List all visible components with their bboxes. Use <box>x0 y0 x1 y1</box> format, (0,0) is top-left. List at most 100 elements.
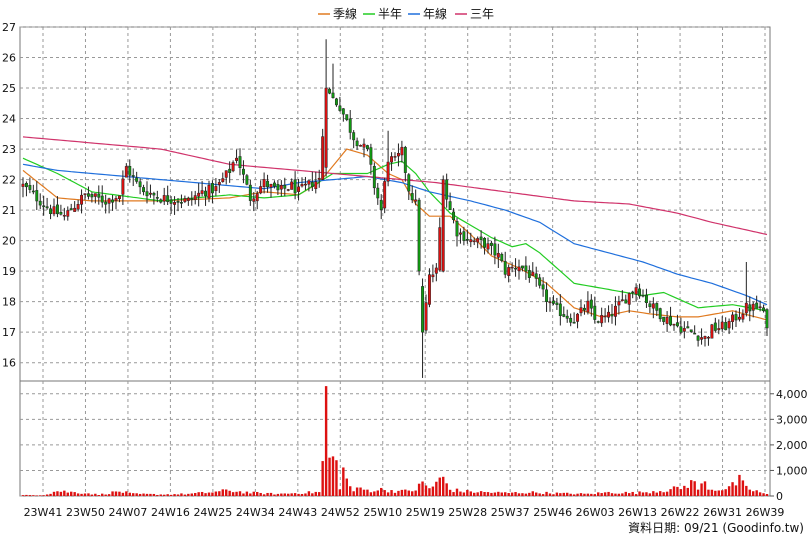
volume-bar <box>28 495 32 496</box>
candlestick <box>245 173 249 186</box>
volume-bar <box>442 476 445 496</box>
candlestick <box>465 229 469 244</box>
candle-body-down <box>155 197 159 199</box>
candlestick <box>655 302 659 316</box>
candlestick <box>421 278 425 378</box>
volume-bar <box>548 493 552 496</box>
candle-body-down <box>686 326 690 329</box>
candlestick <box>403 145 407 182</box>
candlestick <box>62 207 66 221</box>
candlestick <box>352 130 356 149</box>
candle-body-down <box>696 335 700 341</box>
candlestick <box>593 296 597 324</box>
volume-bar <box>421 481 424 496</box>
candlestick <box>228 161 232 183</box>
price-y-tick-label: 18 <box>2 296 16 309</box>
volume-bar <box>466 489 469 496</box>
candle-body-up <box>252 198 256 202</box>
candle-body-down <box>713 322 717 331</box>
volume-bar <box>435 481 438 496</box>
volume-bar <box>693 481 696 496</box>
candlestick <box>648 300 652 313</box>
price-y-axis: 16 17 18 19 20 21 22 23 24 25 26 27 <box>2 21 16 370</box>
candlestick <box>266 174 270 193</box>
candle-body-down <box>417 199 421 272</box>
candle-body-down <box>55 204 59 215</box>
volume-bar <box>500 492 503 496</box>
volume-bar <box>555 492 559 496</box>
candle-body-up <box>76 203 80 210</box>
volume-bar <box>242 493 245 496</box>
candlestick <box>758 300 762 312</box>
candlestick <box>21 177 25 198</box>
candlestick <box>52 198 56 217</box>
volume-bar <box>169 494 173 496</box>
candlestick <box>207 180 211 203</box>
candlestick <box>479 230 483 249</box>
candle-body-up <box>476 238 480 243</box>
candlestick <box>679 317 683 335</box>
candle-body-down <box>31 190 35 193</box>
candle-body-up <box>579 307 583 314</box>
candlestick <box>155 190 159 203</box>
candle-body-down <box>152 192 156 196</box>
candle-body-up <box>107 198 111 204</box>
volume-bar <box>173 494 176 496</box>
volume-bar <box>617 493 621 496</box>
candlestick <box>693 325 697 335</box>
candlestick <box>148 184 152 198</box>
volume-bar <box>104 494 107 496</box>
volume-bar <box>586 493 590 496</box>
candlestick <box>531 262 535 276</box>
candlestick <box>221 172 225 183</box>
volume-bar <box>524 493 528 496</box>
x-tick-label: 24W34 <box>236 506 275 519</box>
candlestick <box>362 138 366 158</box>
candle-body-down <box>662 316 666 322</box>
volume-bar <box>235 491 238 496</box>
candlestick <box>762 304 766 313</box>
candle-body-up <box>627 293 631 305</box>
candlestick <box>731 311 735 330</box>
volume-bar <box>49 493 52 496</box>
candle-body-up <box>434 267 438 274</box>
candlestick <box>73 201 77 212</box>
candle-body-down <box>266 180 270 188</box>
candle-body-up <box>438 227 442 271</box>
candlestick <box>441 175 445 273</box>
candlestick <box>45 197 49 210</box>
candlestick <box>541 277 545 297</box>
volume-bar <box>145 493 149 496</box>
candle-body-down <box>35 190 39 202</box>
volume-bar <box>597 492 600 496</box>
x-tick-label: 25W28 <box>448 506 487 519</box>
volume-bar <box>149 493 152 496</box>
candlestick <box>365 144 369 152</box>
candle-body-down <box>555 302 559 305</box>
candlestick <box>131 168 135 187</box>
candle-body-down <box>520 265 524 269</box>
volume-bar <box>338 489 342 496</box>
candlestick <box>200 181 204 197</box>
candlestick <box>359 144 363 147</box>
candlestick <box>589 294 593 317</box>
candle-body-down <box>589 299 593 309</box>
candle-body-up <box>431 274 435 278</box>
volume-bar <box>707 489 710 496</box>
volume-bar <box>641 492 645 496</box>
candle-body-down <box>310 181 314 187</box>
volume-bar <box>197 492 200 496</box>
volume-bar <box>352 491 355 496</box>
price-y-tick-label: 19 <box>2 265 16 278</box>
candlestick <box>303 176 307 191</box>
candlestick <box>493 236 497 265</box>
volume-bar <box>559 493 562 496</box>
volume-bar <box>349 486 352 496</box>
candle-body-up <box>93 193 97 197</box>
volume-bar <box>400 489 404 496</box>
volume-bar <box>624 491 627 496</box>
candlestick <box>424 294 428 334</box>
candlestick <box>765 308 769 337</box>
candlestick <box>324 39 328 177</box>
price-y-tick-label: 26 <box>2 52 16 65</box>
